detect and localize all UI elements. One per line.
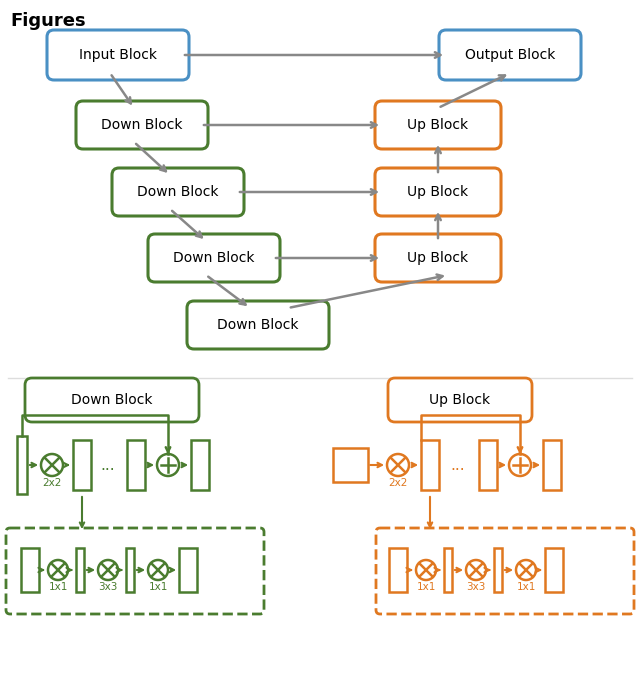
Circle shape xyxy=(509,454,531,476)
FancyBboxPatch shape xyxy=(112,168,244,216)
Text: Up Block: Up Block xyxy=(408,185,468,199)
Bar xyxy=(126,548,134,592)
Bar xyxy=(191,440,209,490)
Text: 3x3: 3x3 xyxy=(467,582,486,592)
Text: Up Block: Up Block xyxy=(429,393,491,407)
FancyBboxPatch shape xyxy=(47,30,189,80)
Bar xyxy=(73,440,91,490)
Text: Figures: Figures xyxy=(10,12,86,30)
Bar xyxy=(333,448,367,482)
FancyBboxPatch shape xyxy=(6,528,264,614)
Text: Up Block: Up Block xyxy=(408,251,468,265)
Bar xyxy=(421,440,439,490)
Bar xyxy=(179,548,197,592)
FancyBboxPatch shape xyxy=(375,234,501,282)
FancyBboxPatch shape xyxy=(375,168,501,216)
Text: Down Block: Down Block xyxy=(101,118,183,132)
Text: 1x1: 1x1 xyxy=(148,582,168,592)
Text: 1x1: 1x1 xyxy=(516,582,536,592)
Text: 1x1: 1x1 xyxy=(416,582,436,592)
Text: Output Block: Output Block xyxy=(465,48,555,62)
Circle shape xyxy=(466,560,486,580)
Bar xyxy=(21,548,39,592)
Text: Input Block: Input Block xyxy=(79,48,157,62)
Text: ...: ... xyxy=(451,458,465,472)
FancyBboxPatch shape xyxy=(76,101,208,149)
Circle shape xyxy=(387,454,409,476)
Bar xyxy=(76,548,84,592)
FancyBboxPatch shape xyxy=(388,378,532,422)
FancyBboxPatch shape xyxy=(376,528,634,614)
FancyBboxPatch shape xyxy=(187,301,329,349)
Bar xyxy=(479,440,497,490)
Circle shape xyxy=(48,560,68,580)
Text: 1x1: 1x1 xyxy=(48,582,68,592)
FancyBboxPatch shape xyxy=(25,378,199,422)
FancyBboxPatch shape xyxy=(148,234,280,282)
Text: Down Block: Down Block xyxy=(217,318,299,332)
Text: Down Block: Down Block xyxy=(137,185,219,199)
Circle shape xyxy=(41,454,63,476)
Text: 2x2: 2x2 xyxy=(42,478,61,488)
Bar xyxy=(444,548,452,592)
Text: 3x3: 3x3 xyxy=(99,582,118,592)
Text: 2x2: 2x2 xyxy=(388,478,408,488)
Circle shape xyxy=(148,560,168,580)
Circle shape xyxy=(98,560,118,580)
Bar xyxy=(17,436,27,494)
Circle shape xyxy=(157,454,179,476)
Text: Down Block: Down Block xyxy=(173,251,255,265)
Bar xyxy=(127,440,145,490)
Bar xyxy=(389,548,407,592)
Text: ...: ... xyxy=(100,458,115,472)
Bar xyxy=(545,548,563,592)
FancyBboxPatch shape xyxy=(375,101,501,149)
FancyBboxPatch shape xyxy=(439,30,581,80)
Bar xyxy=(543,440,561,490)
Text: Down Block: Down Block xyxy=(71,393,153,407)
Text: Up Block: Up Block xyxy=(408,118,468,132)
Bar xyxy=(494,548,502,592)
Circle shape xyxy=(416,560,436,580)
Circle shape xyxy=(516,560,536,580)
